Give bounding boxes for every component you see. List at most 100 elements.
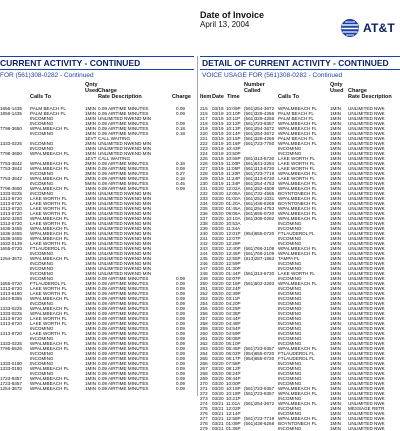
cell-rate-description: UNLIMITED NWK xyxy=(348,141,385,146)
cell-item: 226 xyxy=(200,161,208,166)
table-row: 263 03/20 05:45P (561)723-9357 WPALMBEACH FL… xyxy=(200,346,400,351)
cell-date: 03/18 xyxy=(212,106,224,111)
cell-number: (561)313-6730 xyxy=(244,176,275,181)
cell-calls-to: LAKE WORTH FL xyxy=(30,331,67,336)
cell-qnty: 1MIN xyxy=(85,211,96,216)
cell-number: 1632-0139 xyxy=(0,241,22,246)
left-usage-table: 1856-1435 PALM BEACH FL 1MIN 0.09 AIRTIME M… xyxy=(0,106,194,391)
table-row: 239 03/20 11:34A INCOMING 1MIN UNLIMITED NWK xyxy=(200,226,400,231)
table-row: 1502-3293 WPALMBEACH FL 1MIN UNLIMITED NWKN… xyxy=(0,216,194,221)
cell-date: 03/20 xyxy=(212,196,224,201)
table-row: 222 03/19 10:16P (561)723-7750 WPALMBEACH FL… xyxy=(200,141,400,146)
cell-date: 03/20 xyxy=(212,351,224,356)
cell-number: 1636-3455 xyxy=(0,236,22,241)
cell-rate-description: UNLIMITED NWKND MIN xyxy=(98,196,152,201)
table-row: 243 03/20 12:40P (561)766-2109 WPALMBEACH FL… xyxy=(200,246,400,251)
cell-date: 03/20 xyxy=(212,266,224,271)
cell-number: (561)313-6730 xyxy=(244,156,275,161)
cell-qnty: 1MIN xyxy=(330,151,341,156)
cell-item: 262 xyxy=(200,341,208,346)
cell-rate-description: UNLIMITED NWK xyxy=(348,326,385,331)
table-row: 1333-0225 WPALMBEACH FL 1MIN 0.09 AIRTIME M… xyxy=(0,341,194,346)
cell-time: 05:45P xyxy=(226,346,241,351)
cell-qnty: 1MIN xyxy=(85,366,96,371)
left-section-title: CURRENT ACTIVITY - CONTINUED xyxy=(0,58,141,68)
cell-qnty: 1MIN xyxy=(85,206,96,211)
cell-charge: 0.09 xyxy=(176,346,185,351)
cell-calls-to: INCOMING xyxy=(278,311,302,316)
cell-time: 05:10P xyxy=(226,341,241,346)
cell-time: 08:24P xyxy=(226,371,241,376)
cell-qnty: 1MIN xyxy=(85,266,96,271)
cell-qnty: 1MIN xyxy=(330,336,341,341)
header-qnty: Qnty xyxy=(330,82,343,88)
header-charge: Charge xyxy=(348,88,367,94)
cell-calls-to: INCOMING xyxy=(30,276,54,281)
cell-rate-description: UNLIMITED NWK xyxy=(348,356,385,361)
cell-qnty: 1MIN xyxy=(330,176,341,181)
cell-calls-to: WPALMBEACH FL xyxy=(30,366,69,371)
table-row: 218 03/19 10:12P (561)723-9357 WPALMBEACH FL… xyxy=(200,121,400,126)
cell-item: 254 xyxy=(200,301,208,306)
right-section-title-bar: DETAIL OF CURRENT ACTIVITY - CONTINUED xyxy=(200,56,400,70)
cell-item: 279 xyxy=(200,426,208,431)
table-row: INCOMING 1MIN 0.09 AIRTIME MINUTES 0.09 xyxy=(0,121,194,126)
cell-calls-to: INCOMING xyxy=(30,301,54,306)
cell-calls-to: INCOMING xyxy=(30,171,54,176)
table-row: 225 03/19 10:58P (561)313-6730 LAKE WORTH FL… xyxy=(200,156,400,161)
cell-rate-description: UNLIMITED NWK xyxy=(348,136,385,141)
cell-date: 03/19 xyxy=(212,141,224,146)
cell-calls-to: PALM BEACH FL xyxy=(30,106,66,111)
cell-rate-description: UNLIMITED NWK xyxy=(348,216,385,221)
cell-qnty: 1MIN xyxy=(85,151,96,156)
cell-calls-to: INCOMING xyxy=(278,371,302,376)
table-row: 241 03/20 12:07P INCOMING 1MIN UNLIMITED NWK xyxy=(200,236,400,241)
cell-number: 1313-6720 xyxy=(0,211,22,216)
cell-item: 259 xyxy=(200,326,208,331)
cell-calls-to: WPALMBEACH FL xyxy=(30,176,69,181)
cell-qnty: 1MIN xyxy=(330,111,341,116)
cell-qnty: 1MIN xyxy=(85,326,96,331)
cell-calls-to: LAKE WORTH FL xyxy=(30,211,67,216)
cell-qnty: 1MIN xyxy=(330,386,341,391)
cell-date: 03/20 xyxy=(212,316,224,321)
cell-qnty: 1MIN xyxy=(330,186,341,191)
cell-number: (561)252-4508 xyxy=(244,186,275,191)
table-row: INCOMING 1MIN 0.09 AIRTIME MINUTES 0.09 xyxy=(0,336,194,341)
cell-qnty: 1MIN xyxy=(330,121,341,126)
table-row: 254 03/20 04:20P INCOMING 1MIN UNLIMITED NWK xyxy=(200,301,400,306)
cell-rate-description: 0.09 AIRTIME MINUTES xyxy=(98,291,149,296)
cell-item: 263 xyxy=(200,346,208,351)
table-row: 1313-6720 LAKE WORTH FL 1MIN UNLIMITED NWKN… xyxy=(0,206,194,211)
cell-item: 269 xyxy=(200,376,208,381)
cell-date: 03/19 xyxy=(212,166,224,171)
cell-calls-to: WPALMBEACH FL xyxy=(30,231,69,236)
cell-date: 03/20 xyxy=(212,226,224,231)
cell-date: 03/19 xyxy=(212,151,224,156)
cell-qnty: 1MIN xyxy=(85,196,96,201)
cell-date: 03/20 xyxy=(212,331,224,336)
table-row: 242 03/20 12:28P INCOMING 1MIN UNLIMITED NWK xyxy=(200,241,400,246)
cell-date: 03/19 xyxy=(212,156,224,161)
cell-rate-description: UNLIMITED NWK xyxy=(348,156,385,161)
cell-charge: 0.18 xyxy=(176,176,185,181)
table-row: 246 03/20 12:59P INCOMING 1MIN UNLIMITED NWK xyxy=(200,261,400,266)
cell-qnty: 5MIN xyxy=(85,181,96,186)
cell-calls-to: PALM BEACH FL xyxy=(278,136,314,141)
cell-charge: 0.09 xyxy=(176,321,185,326)
table-row: 1333-0225 WPALMBEACH FL 1MIN 0.09 AIRTIME M… xyxy=(0,306,194,311)
table-row: 269 03/20 09:44P INCOMING 1MIN UNLIMITED NWK xyxy=(200,376,400,381)
cell-qnty: 1MIN xyxy=(85,316,96,321)
table-row: 1313-6180 LAKE WORTH FL 1MIN 0.09 AIRTIME M… xyxy=(0,291,194,296)
cell-number: 7798-3650 xyxy=(0,151,22,156)
table-row: 1333-0180 WPALMBEACH FL 1MIN 0.09 AIRTIME M… xyxy=(0,366,194,371)
table-row: 1313-6720 LAKE WORTH FL 1MIN 0.09 AIRTIME M… xyxy=(0,321,194,326)
cell-rate-description: UNLIMITED NWKND MIN xyxy=(98,226,152,231)
cell-calls-to: FTLAUDERDL FL xyxy=(30,246,67,251)
cell-item: 252 xyxy=(200,291,208,296)
globe-icon xyxy=(341,19,359,37)
cell-rate-description: 0.09 AIRTIME MINUTES xyxy=(98,336,149,341)
cell-qnty: 1MIN xyxy=(330,226,341,231)
table-row: 7798-3650 WPALMBEACH FL 1MIN 0.09 AIRTIME M… xyxy=(0,126,194,131)
table-row: 217 03/19 10:11P (561)329-4256 PALM BEACH FL… xyxy=(200,116,400,121)
